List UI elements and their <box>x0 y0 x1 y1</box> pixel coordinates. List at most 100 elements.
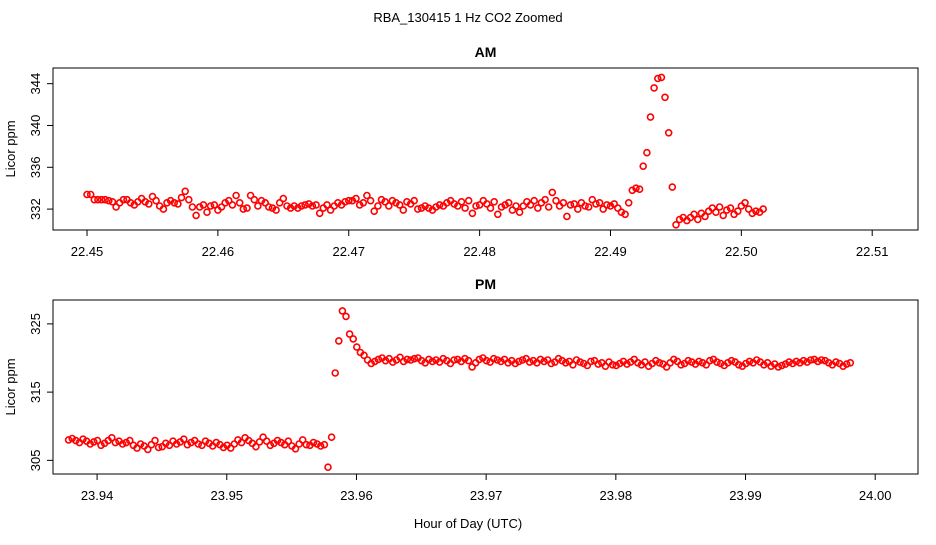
data-point <box>170 199 179 207</box>
data-point <box>352 194 360 203</box>
data-point <box>151 436 159 445</box>
data-point <box>243 204 251 212</box>
data-point <box>374 355 383 364</box>
data-point <box>297 202 306 210</box>
data-point <box>624 199 633 207</box>
data-point <box>727 356 736 365</box>
x-tick-label-am: 22.49 <box>594 244 627 259</box>
data-point <box>250 195 259 204</box>
data-point <box>643 148 651 157</box>
data-point <box>561 358 570 367</box>
data-point <box>252 442 260 451</box>
data-point <box>126 199 135 207</box>
x-tick-label-am: 22.48 <box>463 244 496 259</box>
data-point <box>320 440 329 449</box>
data-point <box>468 209 477 218</box>
data-point <box>370 207 379 215</box>
data-point <box>360 351 368 360</box>
data-point <box>349 335 358 343</box>
x-axis-label: Hour of Day (UTC) <box>414 516 522 531</box>
data-point <box>846 358 855 367</box>
y-tick-label-am: 340 <box>28 115 43 137</box>
data-point <box>432 203 440 211</box>
data-point <box>512 202 520 210</box>
data-point <box>661 93 669 102</box>
data-point <box>713 358 721 366</box>
data-point <box>101 195 109 204</box>
data-point <box>559 199 568 207</box>
data-point <box>799 356 808 365</box>
figure-title: RBA_130415 1 Hz CO2 Zoomed <box>373 10 562 25</box>
data-point <box>606 202 615 210</box>
data-point <box>366 196 375 205</box>
data-point <box>180 435 188 444</box>
data-point <box>792 357 801 366</box>
data-point <box>657 73 666 82</box>
data-point <box>194 440 203 448</box>
data-points-am <box>83 73 768 229</box>
data-point <box>323 201 331 209</box>
data-point <box>719 211 728 220</box>
data-point <box>239 205 248 213</box>
y-tick-label-am: 336 <box>28 156 43 178</box>
data-point <box>774 363 783 371</box>
data-point <box>617 208 626 216</box>
data-point <box>435 201 444 209</box>
data-point <box>246 191 255 200</box>
data-point <box>183 440 192 449</box>
data-point <box>374 202 382 210</box>
data-point <box>119 195 128 204</box>
data-point <box>97 195 106 204</box>
data-point <box>144 445 152 454</box>
data-point <box>298 436 307 444</box>
data-point <box>94 195 102 204</box>
data-point <box>684 356 693 365</box>
data-point <box>395 201 404 209</box>
data-point <box>563 212 571 221</box>
data-point <box>64 436 73 444</box>
data-point <box>547 359 556 368</box>
data-point <box>217 203 226 211</box>
data-point <box>672 221 680 229</box>
data-point <box>331 369 340 377</box>
data-point <box>745 357 754 366</box>
data-point <box>541 195 549 204</box>
data-point <box>526 201 535 209</box>
data-point <box>145 200 153 208</box>
data-point <box>93 436 102 445</box>
x-tick-label-pm: 23.97 <box>470 488 503 503</box>
data-point <box>195 203 204 211</box>
data-point <box>573 205 582 213</box>
data-point <box>453 202 462 210</box>
data-point <box>581 202 589 210</box>
data-point <box>814 357 822 366</box>
data-point <box>108 433 116 442</box>
data-point <box>453 355 462 364</box>
x-tick-label-am: 22.45 <box>71 244 104 259</box>
data-point <box>490 198 499 206</box>
data-point <box>188 203 197 211</box>
data-point <box>650 84 658 92</box>
data-point <box>399 206 408 214</box>
data-point <box>504 199 513 207</box>
data-point <box>443 199 451 207</box>
data-point <box>592 200 600 208</box>
data-point <box>655 358 664 367</box>
data-point <box>403 198 411 206</box>
data-point <box>237 438 246 447</box>
data-point <box>741 199 749 207</box>
data-point <box>284 437 293 446</box>
data-point <box>635 185 644 193</box>
data-point <box>199 201 208 209</box>
data-point <box>210 201 219 209</box>
data-point <box>177 193 186 202</box>
data-point <box>668 183 677 191</box>
data-point <box>384 202 393 210</box>
data-point <box>392 199 400 207</box>
data-point <box>108 198 117 206</box>
data-point <box>279 194 288 203</box>
data-point <box>185 195 193 204</box>
data-point <box>428 357 437 366</box>
data-point <box>723 358 732 367</box>
